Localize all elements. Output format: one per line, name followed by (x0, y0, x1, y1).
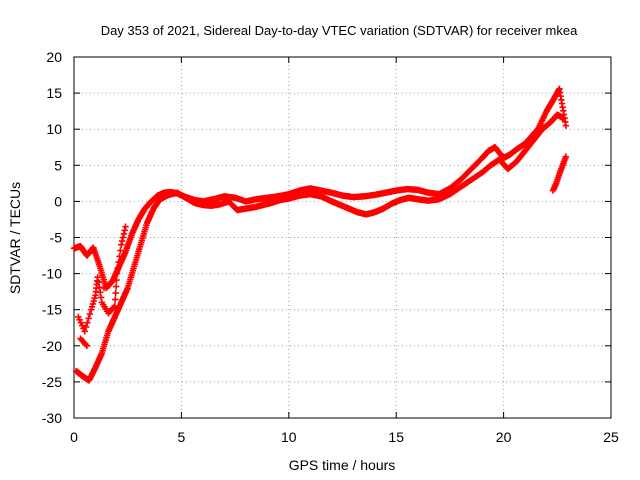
data-point (82, 341, 89, 348)
data-point (116, 253, 123, 260)
data-point (113, 270, 121, 277)
y-tick-label: 20 (46, 49, 62, 65)
data-point (119, 234, 127, 241)
y-tick-label: 5 (54, 157, 62, 173)
data-point (118, 241, 125, 248)
data-point (558, 163, 566, 171)
data-point (112, 283, 120, 290)
data-point (97, 294, 105, 301)
data-point (84, 319, 91, 326)
x-tick-label: 15 (388, 429, 404, 445)
x-tick-label: 10 (281, 429, 297, 445)
data-point (117, 247, 124, 254)
y-tick-label: -20 (42, 338, 62, 354)
y-tick-label: 15 (46, 85, 62, 101)
axis-ticks: -30 -25 -20 -15 -10 -5 0 5 10 15 20 0 5 10 15 20 25 (42, 49, 619, 445)
y-tick-label: -25 (42, 374, 62, 390)
data-point (85, 315, 92, 322)
data-points (70, 85, 570, 384)
y-axis-title: SDTVAR / TECUs (7, 182, 23, 294)
y-tick-label: 10 (46, 121, 62, 137)
y-tick-label: -15 (42, 302, 62, 318)
series-main-track-lower (72, 111, 567, 384)
data-point (562, 155, 569, 162)
chart-title: Day 353 of 2021, Sidereal Day-to-day VTE… (101, 23, 578, 38)
grid (74, 57, 611, 418)
series-late-segment (549, 153, 570, 194)
data-point (114, 264, 122, 272)
data-point (555, 172, 563, 180)
data-point (96, 284, 103, 291)
data-point (112, 296, 119, 303)
data-point (86, 310, 94, 318)
data-point (95, 279, 102, 286)
x-tick-label: 25 (603, 429, 619, 445)
data-point (115, 258, 122, 266)
data-point (120, 230, 128, 238)
data-point (562, 122, 570, 129)
data-point (121, 227, 128, 234)
data-point (82, 323, 90, 331)
series-early-scatter (75, 223, 129, 349)
data-point (91, 294, 98, 302)
y-tick-label: -10 (42, 266, 62, 282)
data-point (112, 289, 119, 297)
data-point (110, 304, 117, 311)
y-tick-label: -30 (42, 410, 62, 426)
data-point (122, 223, 129, 230)
y-tick-label: 0 (54, 193, 62, 209)
data-point (113, 276, 120, 284)
data-point (118, 237, 126, 245)
x-tick-label: 20 (496, 429, 512, 445)
data-point (560, 115, 567, 122)
data-point (97, 289, 104, 296)
y-tick-label: -5 (50, 230, 63, 246)
series-main-track-upper (70, 85, 570, 292)
x-axis-title: GPS time / hours (289, 457, 396, 473)
x-tick-label: 0 (70, 429, 78, 445)
x-tick-label: 5 (178, 429, 186, 445)
data-point (552, 181, 559, 188)
